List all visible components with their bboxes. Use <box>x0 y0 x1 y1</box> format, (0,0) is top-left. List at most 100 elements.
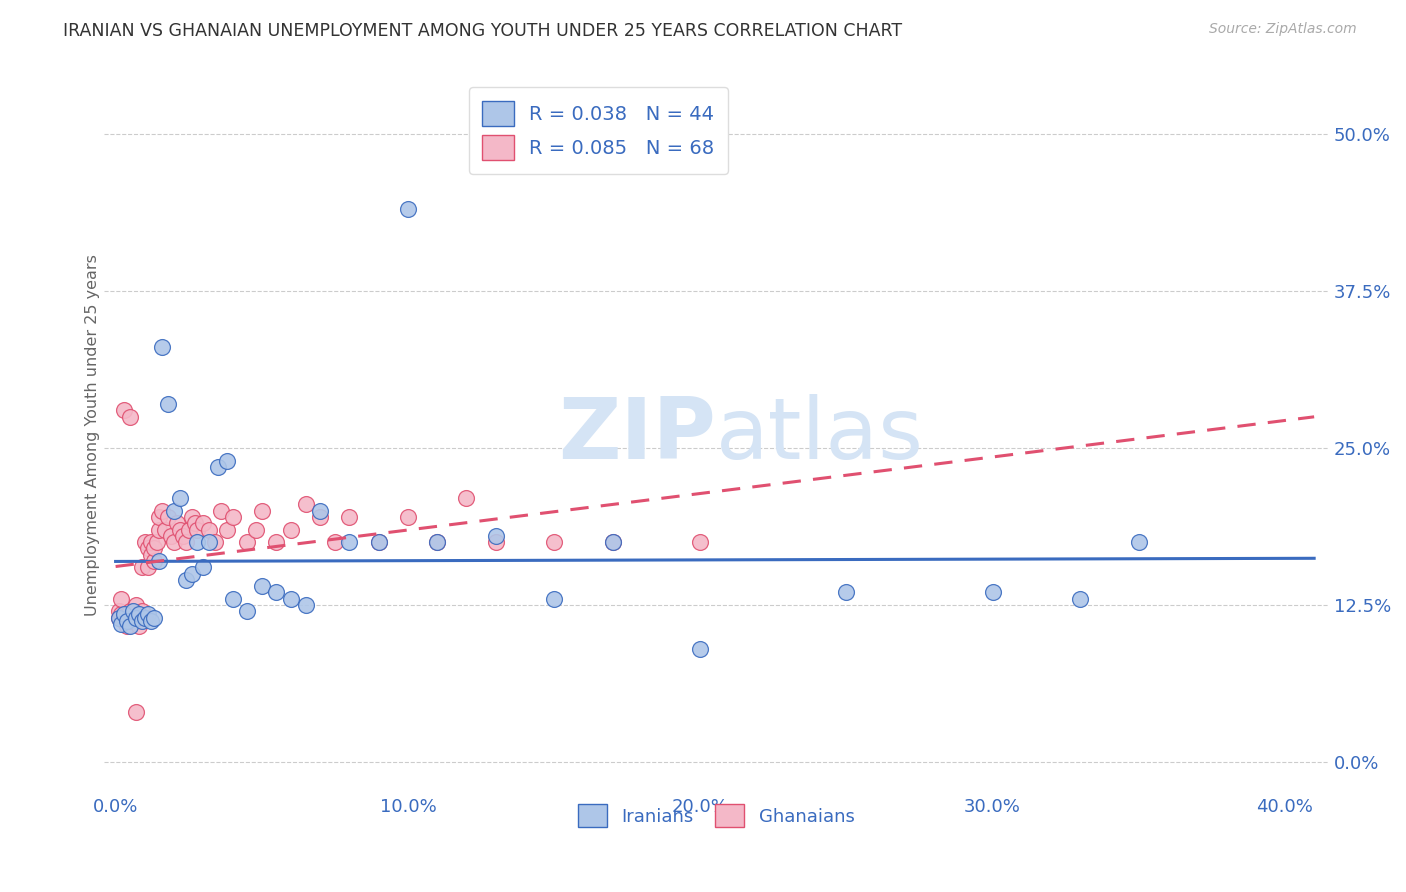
Point <box>215 453 238 467</box>
Point <box>134 610 156 624</box>
Point <box>198 523 221 537</box>
Point <box>180 510 202 524</box>
Point <box>142 541 165 556</box>
Point <box>280 591 302 606</box>
Point <box>689 535 711 549</box>
Point <box>339 510 361 524</box>
Point <box>204 535 226 549</box>
Point <box>198 535 221 549</box>
Point <box>543 591 565 606</box>
Point <box>221 510 243 524</box>
Point <box>1069 591 1091 606</box>
Point <box>142 610 165 624</box>
Point <box>835 585 858 599</box>
Y-axis label: Unemployment Among Youth under 25 years: Unemployment Among Youth under 25 years <box>86 254 100 616</box>
Point <box>294 598 316 612</box>
Point <box>163 535 186 549</box>
Point <box>485 535 508 549</box>
Point <box>207 459 229 474</box>
Point <box>112 610 135 624</box>
Point <box>236 604 259 618</box>
Point <box>180 566 202 581</box>
Point <box>110 591 132 606</box>
Point <box>148 510 170 524</box>
Point <box>117 607 139 621</box>
Point <box>177 523 200 537</box>
Point <box>367 535 389 549</box>
Point <box>294 498 316 512</box>
Point <box>120 615 142 629</box>
Point <box>172 529 194 543</box>
Point <box>157 510 180 524</box>
Point <box>169 523 191 537</box>
Point <box>602 535 624 549</box>
Point <box>174 573 197 587</box>
Point <box>193 516 215 531</box>
Point <box>209 504 232 518</box>
Point <box>131 615 153 629</box>
Point <box>148 523 170 537</box>
Point <box>128 607 150 621</box>
Point <box>245 523 267 537</box>
Point <box>157 397 180 411</box>
Point <box>120 604 142 618</box>
Point <box>236 535 259 549</box>
Point <box>193 560 215 574</box>
Point <box>134 535 156 549</box>
Point <box>250 579 273 593</box>
Point <box>139 615 162 629</box>
Point <box>110 616 132 631</box>
Point <box>280 523 302 537</box>
Point <box>166 516 188 531</box>
Point <box>163 504 186 518</box>
Point <box>602 535 624 549</box>
Point <box>112 607 135 621</box>
Point <box>107 610 129 624</box>
Point <box>183 516 205 531</box>
Point <box>689 641 711 656</box>
Point <box>309 510 332 524</box>
Point <box>186 535 208 549</box>
Text: Source: ZipAtlas.com: Source: ZipAtlas.com <box>1209 22 1357 37</box>
Point <box>122 610 145 624</box>
Point <box>250 504 273 518</box>
Point <box>456 491 478 506</box>
Point <box>339 535 361 549</box>
Point <box>145 535 167 549</box>
Point <box>169 491 191 506</box>
Point <box>148 554 170 568</box>
Point <box>150 504 173 518</box>
Point <box>131 604 153 618</box>
Point <box>125 610 148 624</box>
Point <box>110 607 132 621</box>
Legend: Iranians, Ghanaians: Iranians, Ghanaians <box>571 797 862 834</box>
Point <box>1128 535 1150 549</box>
Point <box>142 554 165 568</box>
Point <box>139 535 162 549</box>
Point <box>107 610 129 624</box>
Point <box>136 541 159 556</box>
Point <box>174 535 197 549</box>
Point <box>136 607 159 621</box>
Point <box>543 535 565 549</box>
Point <box>221 591 243 606</box>
Point <box>122 607 145 621</box>
Point <box>125 598 148 612</box>
Point <box>117 619 139 633</box>
Point <box>215 523 238 537</box>
Point <box>134 610 156 624</box>
Point <box>120 409 142 424</box>
Text: IRANIAN VS GHANAIAN UNEMPLOYMENT AMONG YOUTH UNDER 25 YEARS CORRELATION CHART: IRANIAN VS GHANAIAN UNEMPLOYMENT AMONG Y… <box>63 22 903 40</box>
Point <box>112 615 135 629</box>
Point <box>112 403 135 417</box>
Point <box>309 504 332 518</box>
Point <box>131 560 153 574</box>
Point <box>122 604 145 618</box>
Text: atlas: atlas <box>716 394 924 477</box>
Point <box>117 615 139 629</box>
Point <box>396 510 419 524</box>
Point <box>128 619 150 633</box>
Point <box>139 548 162 562</box>
Point <box>266 585 288 599</box>
Point <box>125 705 148 719</box>
